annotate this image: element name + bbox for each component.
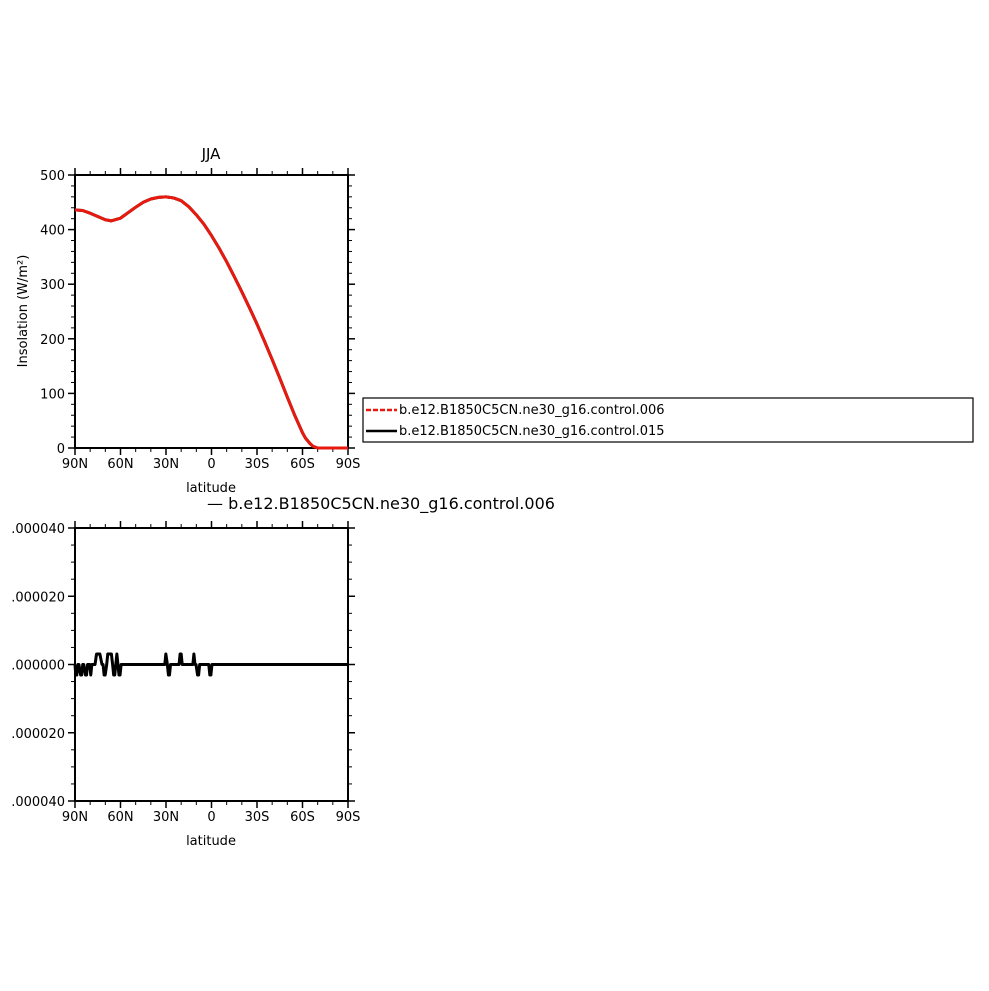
x-tick-label: 60N bbox=[107, 810, 133, 825]
tick-marks-2 bbox=[68, 521, 355, 808]
x-tick-labels-2: 90N 60N 30N 0 30S 60S 90S bbox=[62, 810, 361, 825]
y-tick-label: 500 bbox=[40, 169, 65, 184]
y-tick-label: .000020 bbox=[11, 727, 65, 742]
y-tick-label: 0 bbox=[57, 442, 65, 457]
x-tick-label: 30N bbox=[153, 457, 179, 472]
difference-line bbox=[73, 652, 348, 677]
legend-entry-015: b.e12.B1850C5CN.ne30_g16.control.015 bbox=[399, 424, 665, 439]
x-tick-label: 60S bbox=[290, 810, 315, 825]
y-tick-label: 400 bbox=[40, 224, 65, 239]
series-line-1 bbox=[73, 652, 348, 677]
y-tick-labels: 0 100 200 300 400 500 bbox=[40, 169, 65, 457]
difference-title: — b.e12.B1850C5CN.ne30_g16.control.006 bbox=[207, 494, 555, 514]
x-tick-label: 90N bbox=[62, 457, 88, 472]
legend-entry-006: b.e12.B1850C5CN.ne30_g16.control.006 bbox=[399, 403, 665, 418]
x-axis-label: latitude bbox=[186, 481, 236, 496]
x-tick-label: 0 bbox=[207, 457, 215, 472]
x-tick-label: 30S bbox=[245, 810, 270, 825]
y-tick-label: 200 bbox=[40, 333, 65, 348]
x-tick-label: 30N bbox=[153, 810, 179, 825]
insolation-panel: JJA 90N 60N 30N 0 30S 60S 90S 0 100 200 300 400 500… bbox=[16, 145, 360, 496]
x-tick-labels: 90N 60N 30N 0 30S 60S 90S bbox=[62, 457, 361, 472]
x-tick-label: 90S bbox=[336, 457, 361, 472]
y-tick-label: .000040 bbox=[11, 522, 65, 537]
x-tick-label: 90S bbox=[336, 810, 361, 825]
legend-box bbox=[362, 397, 974, 443]
y-tick-labels-2: .000040 .000020 .000000 .000020 .000040 bbox=[11, 522, 65, 810]
x-tick-label: 60N bbox=[107, 457, 133, 472]
x-axis-label-2: latitude bbox=[186, 834, 236, 849]
plot-frame bbox=[74, 174, 349, 449]
chart-title: JJA bbox=[201, 145, 222, 163]
series-line-1 bbox=[74, 195, 348, 450]
legend: b.e12.B1850C5CN.ne30_g16.control.006 b.e… bbox=[362, 397, 974, 443]
y-tick-label: .000040 bbox=[11, 795, 65, 810]
y-axis-label: Insolation (W/m²) bbox=[16, 255, 31, 368]
x-tick-label: 30S bbox=[245, 457, 270, 472]
y-tick-label: .000000 bbox=[11, 659, 65, 674]
y-tick-label: 100 bbox=[40, 387, 65, 402]
x-tick-label: 60S bbox=[290, 457, 315, 472]
y-tick-label: 300 bbox=[40, 278, 65, 293]
x-tick-label: 0 bbox=[207, 810, 215, 825]
series-lines bbox=[74, 195, 348, 450]
tick-marks bbox=[68, 168, 355, 455]
y-tick-label: .000020 bbox=[11, 590, 65, 605]
difference-panel: — b.e12.B1850C5CN.ne30_g16.control.006 9… bbox=[11, 494, 555, 849]
x-tick-label: 90N bbox=[62, 810, 88, 825]
